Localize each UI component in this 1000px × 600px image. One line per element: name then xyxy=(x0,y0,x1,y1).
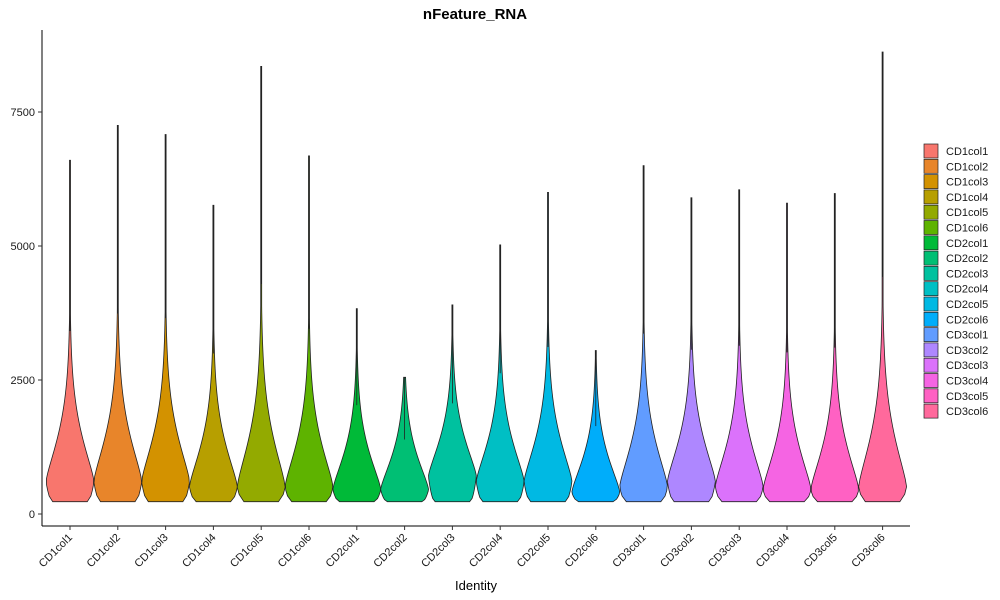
x-tick-label: CD1col2 xyxy=(85,532,123,570)
x-tick-label: CD1col5 xyxy=(228,532,266,570)
legend-key xyxy=(923,143,939,159)
legend-label: CD2col5 xyxy=(946,299,988,311)
legend-label: CD3col6 xyxy=(946,406,988,418)
legend-key xyxy=(923,388,939,404)
y-tick-label: 0 xyxy=(29,509,35,521)
legend-key xyxy=(923,281,939,297)
x-tick-label: CD1col6 xyxy=(276,532,314,570)
x-tick-label: CD1col1 xyxy=(37,532,75,570)
x-tick-label: CD3col2 xyxy=(658,532,696,570)
y-tick-label: 7500 xyxy=(11,107,35,119)
legend-key xyxy=(923,204,939,220)
x-tick-label: CD2col1 xyxy=(324,532,362,570)
x-tick-label: CD1col3 xyxy=(132,532,170,570)
y-tick-label: 5000 xyxy=(11,241,35,253)
x-tick-label: CD1col4 xyxy=(180,532,218,570)
legend-label: CD3col4 xyxy=(946,376,988,388)
legend-key xyxy=(923,158,939,174)
legend-label: CD1col1 xyxy=(946,146,988,158)
legend-label: CD1col2 xyxy=(946,161,988,173)
legend-label: CD1col3 xyxy=(946,177,988,189)
legend-key xyxy=(923,266,939,281)
legend-label: CD2col1 xyxy=(946,238,988,250)
x-tick-label: CD3col6 xyxy=(849,532,887,570)
legend-key xyxy=(923,403,939,419)
legend-key xyxy=(923,296,939,312)
x-tick-label: CD3col4 xyxy=(754,532,792,570)
legend-label: CD2col3 xyxy=(946,268,988,280)
legend-label: CD3col2 xyxy=(946,345,988,357)
chart-title: nFeature_RNA xyxy=(423,6,527,23)
x-tick-label: CD2col3 xyxy=(419,532,457,570)
legend-label: CD2col6 xyxy=(946,314,988,326)
legend-key xyxy=(923,235,939,251)
legend-label: CD1col5 xyxy=(946,207,988,219)
legend-key xyxy=(923,220,939,235)
x-tick-label: CD3col5 xyxy=(802,532,840,570)
x-tick-label: CD2col5 xyxy=(515,532,553,570)
legend-key xyxy=(923,311,939,327)
y-ticks-group: 0 2500 5000 7500 xyxy=(11,107,42,521)
x-ticks-group: CD1col1 CD1col2 CD1col3 CD1col4 CD1col5 CD1co… xyxy=(37,526,888,570)
legend-key xyxy=(923,342,939,358)
y-tick-label: 2500 xyxy=(11,375,35,387)
x-tick-label: CD2col2 xyxy=(371,532,409,570)
violins-group xyxy=(45,51,907,503)
legend-label: CD1col6 xyxy=(946,223,988,235)
legend-label: CD3col1 xyxy=(946,330,988,342)
legend: CD1col1 CD1col2 CD1col3 CD1col4 CD1col5 CD1co… xyxy=(923,143,988,419)
x-tick-label: CD2col6 xyxy=(563,532,601,570)
legend-key xyxy=(923,189,939,205)
x-axis-title: Identity xyxy=(455,578,497,593)
x-tick-label: CD3col1 xyxy=(610,532,648,570)
x-tick-label: CD2col4 xyxy=(467,532,505,570)
legend-key xyxy=(923,357,939,373)
legend-label: CD1col4 xyxy=(946,192,988,204)
legend-key xyxy=(923,373,939,388)
legend-label: CD2col4 xyxy=(946,284,988,296)
legend-label: CD3col5 xyxy=(946,391,988,403)
legend-key xyxy=(923,327,939,342)
legend-label: CD2col2 xyxy=(946,253,988,265)
legend-key xyxy=(923,250,939,266)
legend-label: CD3col3 xyxy=(946,360,988,372)
x-tick-label: CD3col3 xyxy=(706,532,744,570)
legend-key xyxy=(923,174,939,189)
